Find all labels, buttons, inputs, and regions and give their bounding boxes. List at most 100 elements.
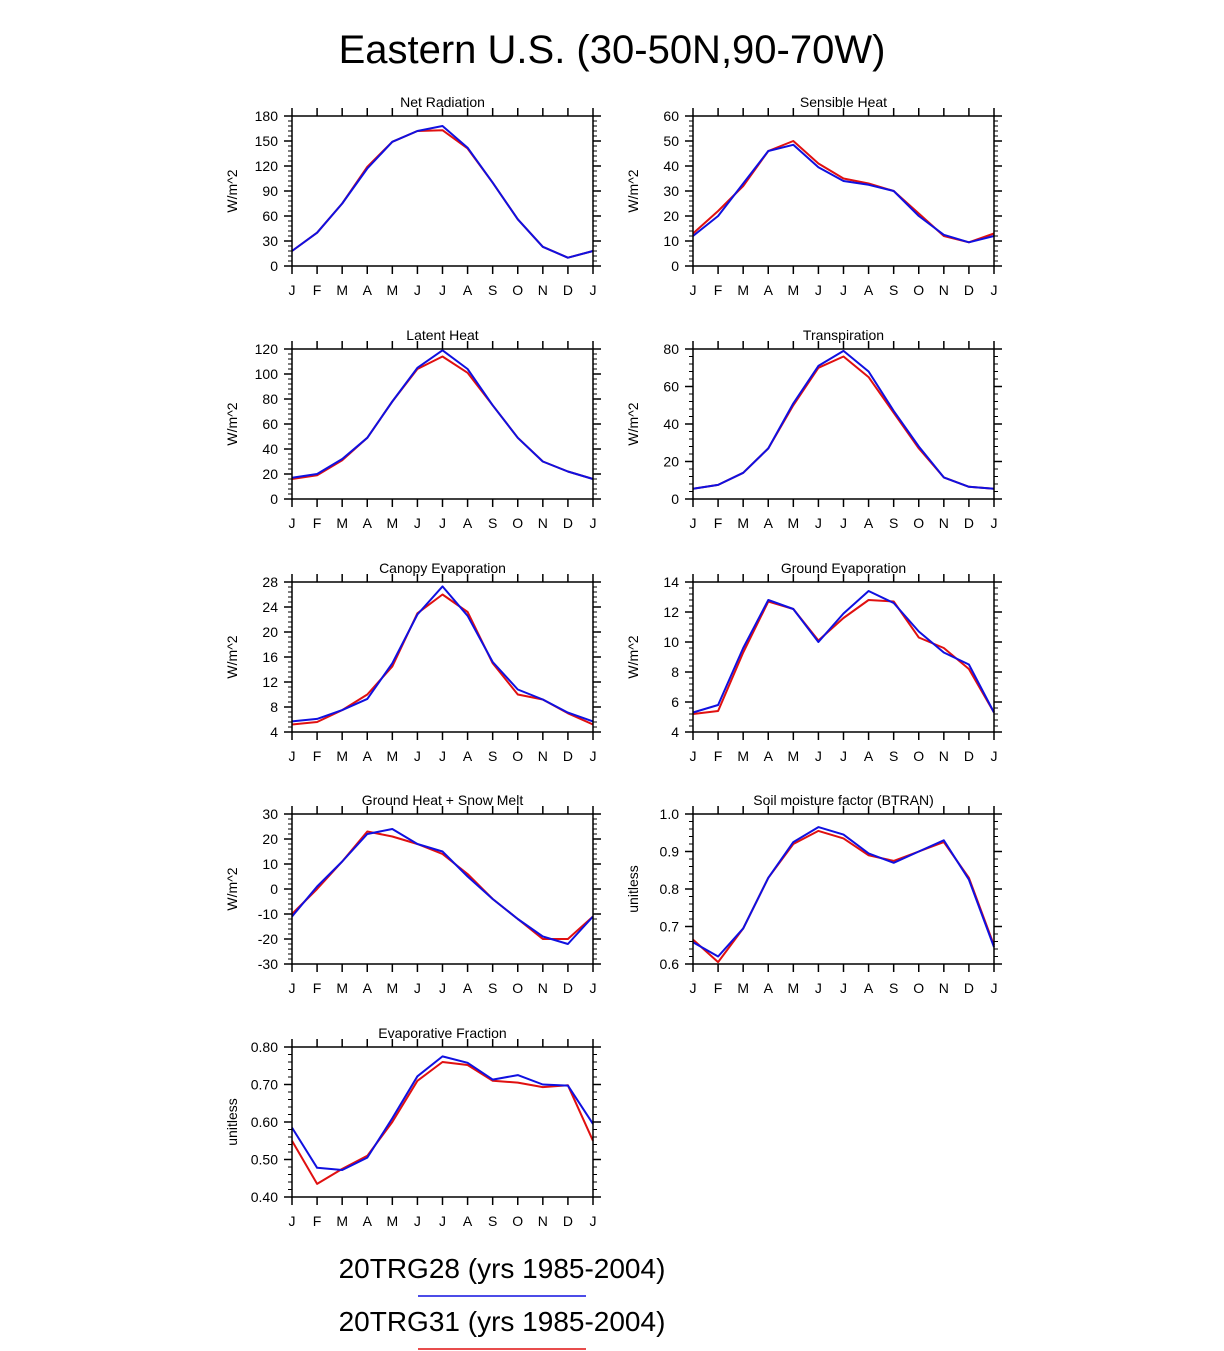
plot-frame — [291, 1046, 594, 1198]
x-tick-label: J — [289, 980, 296, 996]
y-tick-label: 50 — [663, 133, 679, 149]
y-tick-label: -10 — [258, 906, 278, 922]
x-tick-label: M — [386, 282, 398, 298]
series-line-20TRG28 — [291, 349, 594, 480]
y-tick-label: 4 — [270, 724, 278, 740]
y-tick-label: 0.7 — [660, 919, 680, 935]
x-tick-label: A — [363, 515, 373, 531]
plot-frame — [692, 813, 995, 965]
x-tick-label: O — [913, 282, 924, 298]
series-line-20TRG28 — [692, 143, 995, 244]
x-tick-label: J — [439, 748, 446, 764]
x-tick-label: J — [991, 980, 998, 996]
x-tick-label: M — [787, 748, 799, 764]
series-line-20TRG31 — [291, 593, 594, 726]
y-tick-label: 20 — [262, 624, 278, 640]
y-axis-label: W/m^2 — [224, 169, 240, 212]
x-tick-label: J — [991, 748, 998, 764]
x-tick-label: A — [764, 515, 774, 531]
x-tick-label: A — [463, 515, 473, 531]
x-tick-label: A — [864, 515, 874, 531]
y-tick-label: 14 — [663, 574, 679, 590]
x-tick-label: O — [512, 748, 523, 764]
x-tick-label: S — [488, 282, 497, 298]
y-axis-label: W/m^2 — [224, 635, 240, 678]
x-tick-label: M — [787, 282, 799, 298]
y-axis-label: W/m^2 — [625, 635, 641, 678]
x-tick-label: S — [889, 980, 898, 996]
x-tick-label: D — [563, 282, 573, 298]
y-tick-label: 0 — [671, 258, 679, 274]
x-tick-label: F — [714, 748, 723, 764]
x-tick-label: J — [289, 1213, 296, 1229]
y-tick-label: 60 — [663, 108, 679, 124]
x-tick-label: D — [563, 980, 573, 996]
x-tick-label: J — [690, 282, 697, 298]
x-tick-label: J — [991, 515, 998, 531]
plot-frame — [291, 348, 594, 500]
x-tick-label: J — [991, 282, 998, 298]
y-tick-label: 0 — [671, 491, 679, 507]
x-tick-label: A — [864, 282, 874, 298]
x-tick-label: S — [889, 748, 898, 764]
x-tick-label: D — [964, 515, 974, 531]
panel-title: Net Radiation — [400, 94, 485, 110]
x-tick-label: S — [488, 980, 497, 996]
y-tick-label: 40 — [262, 441, 278, 457]
x-tick-label: F — [313, 515, 322, 531]
series-line-20TRG28 — [291, 1055, 594, 1171]
x-tick-label: A — [463, 748, 473, 764]
y-tick-label: 12 — [663, 604, 679, 620]
y-tick-label: -30 — [258, 956, 278, 972]
series-line-20TRG31 — [291, 355, 594, 480]
y-tick-label: 90 — [262, 183, 278, 199]
x-tick-label: J — [439, 1213, 446, 1229]
x-tick-label: O — [512, 980, 523, 996]
series-line-20TRG31 — [692, 599, 995, 715]
legend-label-20TRG28: 20TRG28 (yrs 1985-2004) — [339, 1253, 666, 1284]
x-tick-label: A — [764, 980, 774, 996]
x-tick-label: A — [363, 1213, 373, 1229]
x-tick-label: F — [714, 515, 723, 531]
x-tick-label: A — [764, 748, 774, 764]
y-axis-label: unitless — [224, 1098, 240, 1145]
x-tick-label: O — [913, 748, 924, 764]
x-tick-label: J — [590, 980, 597, 996]
y-tick-label: 80 — [262, 391, 278, 407]
x-tick-label: M — [737, 748, 749, 764]
y-tick-label: 16 — [262, 649, 278, 665]
y-tick-label: 1.0 — [660, 806, 680, 822]
x-tick-label: F — [714, 282, 723, 298]
y-tick-label: 8 — [270, 699, 278, 715]
x-tick-label: M — [336, 1213, 348, 1229]
x-tick-label: J — [414, 515, 421, 531]
y-axis-label: W/m^2 — [224, 867, 240, 910]
panel-title: Latent Heat — [406, 327, 478, 343]
x-tick-label: D — [964, 282, 974, 298]
y-tick-label: 4 — [671, 724, 679, 740]
series-line-20TRG31 — [692, 140, 995, 244]
x-tick-label: S — [488, 1213, 497, 1229]
y-tick-label: 120 — [255, 341, 279, 357]
y-tick-label: 6 — [671, 694, 679, 710]
x-tick-label: A — [463, 1213, 473, 1229]
x-tick-label: F — [313, 980, 322, 996]
x-tick-label: J — [840, 515, 847, 531]
legend-label-20TRG31: 20TRG31 (yrs 1985-2004) — [339, 1306, 666, 1337]
y-tick-label: 0.60 — [251, 1114, 278, 1130]
y-tick-label: 20 — [262, 831, 278, 847]
y-tick-label: 0.80 — [251, 1039, 278, 1055]
y-tick-label: 0.50 — [251, 1152, 278, 1168]
x-tick-label: S — [488, 748, 497, 764]
y-tick-label: 0.70 — [251, 1077, 278, 1093]
x-tick-label: N — [538, 515, 548, 531]
x-tick-label: J — [590, 1213, 597, 1229]
x-tick-label: D — [964, 980, 974, 996]
x-tick-label: N — [939, 980, 949, 996]
x-tick-label: N — [939, 282, 949, 298]
y-tick-label: 30 — [262, 233, 278, 249]
series-line-20TRG28 — [692, 826, 995, 958]
